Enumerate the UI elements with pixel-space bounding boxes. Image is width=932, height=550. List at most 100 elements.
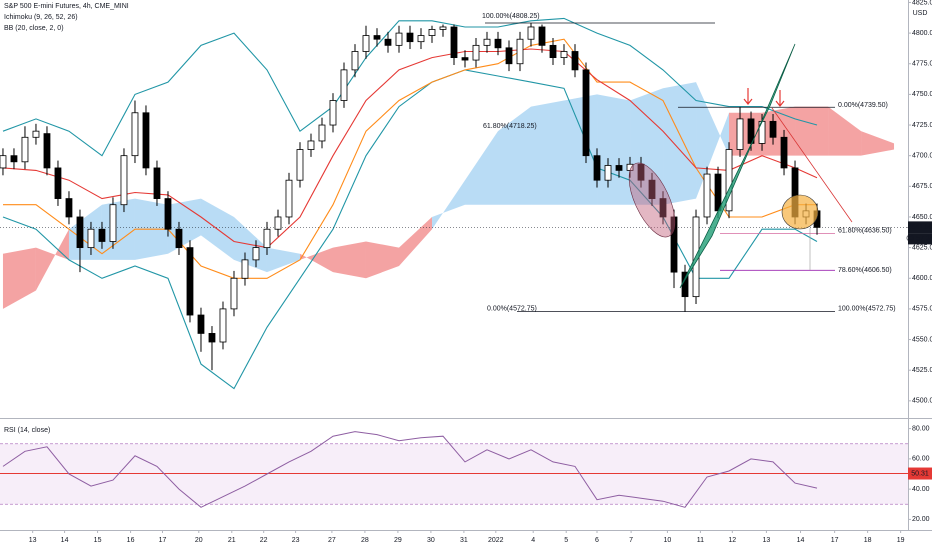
candle-body [197, 314, 205, 334]
x-tick-label: 16 [127, 537, 135, 544]
candle-body [527, 26, 535, 40]
candle-body [87, 228, 95, 249]
candle-body [780, 136, 788, 169]
cloud-segment [465, 131, 499, 205]
candle-body [560, 51, 568, 59]
candle-body [120, 155, 128, 206]
candle-body [659, 198, 667, 218]
candle-body [131, 112, 139, 157]
candle-body [21, 136, 29, 163]
drawings-back [0, 17, 908, 505]
cloud-segment [2, 247, 36, 309]
fib-label: 78.60%(4606.50) [838, 267, 892, 274]
indicator-line [3, 38, 817, 279]
candle-body [450, 26, 458, 59]
indicator-label: Ichimoku (9, 26, 52, 26) [4, 14, 78, 21]
candle-body [285, 179, 293, 218]
y-tick-label: 4725.00 [912, 122, 932, 129]
x-tick-label: 22 [260, 537, 268, 544]
x-tick-label: 20 [195, 537, 203, 544]
countdown-label: 03:57:34 [906, 236, 932, 243]
x-tick-label: 14 [797, 537, 805, 544]
indicator-label: RSI (14, close) [4, 427, 50, 434]
x-tick-label: 13 [29, 537, 37, 544]
cloud-segment [498, 106, 532, 205]
candle-body [230, 277, 238, 310]
rsi-line [2, 431, 818, 508]
labels: 4500.00 4525.00 4550.00 4575.00 4600.00 4625.… [29, 0, 932, 544]
y-tick-label: 4825.00 [912, 0, 932, 6]
candle-body [54, 167, 62, 199]
indicator-line [2, 48, 818, 249]
y-tick-label: 4625.00 [912, 244, 932, 251]
last-price-label: 4641.50 [907, 224, 932, 231]
cloud-segment [35, 229, 69, 291]
fib-label: 100.00%(4808.25) [482, 13, 540, 20]
candle-body [241, 259, 249, 279]
candle-body [153, 167, 161, 199]
candle-body [582, 69, 590, 157]
x-tick-label: 10 [664, 537, 672, 544]
cloud-segment [299, 247, 333, 273]
candle-body [417, 35, 425, 43]
x-tick-label: 31 [460, 537, 468, 544]
candle-body [637, 163, 645, 181]
candle-body [109, 204, 117, 242]
x-tick-label: 27 [328, 537, 336, 544]
y-tick-label: 40.00 [912, 486, 930, 493]
candle-body [472, 44, 480, 61]
x-tick-label: 29 [394, 537, 402, 544]
x-tick-label: 17 [831, 537, 839, 544]
cloud-segment [564, 94, 598, 205]
candle-body [384, 38, 392, 46]
cloud-segment [663, 82, 697, 205]
cloud-segment [431, 180, 466, 230]
candle-body [362, 35, 370, 52]
fib-label: 61.80%(4636.50) [838, 227, 892, 234]
x-tick-label: 18 [864, 537, 872, 544]
candle-body [329, 100, 337, 126]
candle-body [615, 165, 623, 171]
x-tick-label: 28 [361, 537, 369, 544]
rsi-level-box [908, 467, 932, 480]
candle-body [703, 173, 711, 218]
candle-body [0, 155, 7, 169]
y-tick-label: 60.00 [912, 456, 930, 463]
candle-body [307, 140, 315, 150]
cloud-segment [696, 82, 730, 199]
candle-body [186, 247, 194, 316]
fib-label: 100.00%(4572.75) [838, 306, 896, 313]
candle-body [373, 35, 381, 40]
candle-body [252, 247, 260, 261]
x-tick-label: 12 [728, 537, 736, 544]
channel-drawing [679, 43, 796, 289]
candle-body [340, 69, 348, 101]
cloud-segment [531, 100, 565, 205]
candle-body [549, 44, 557, 59]
cloud-segment [266, 247, 300, 273]
fib-label: 0.00%(4572.75) [487, 306, 537, 313]
candle-body [736, 118, 744, 150]
y-tick-label: 4800.00 [912, 30, 932, 37]
x-tick-label: 21 [228, 537, 236, 544]
x-tick-label: 13 [763, 537, 771, 544]
x-tick-label: 2022 [488, 537, 504, 544]
candle-body [219, 308, 227, 343]
x-tick-label: 17 [159, 537, 167, 544]
candle-body [538, 26, 546, 46]
candle-body [725, 149, 733, 212]
x-tick-label: 30 [427, 537, 435, 544]
candle-body [747, 118, 755, 144]
x-tick-label: 6 [595, 537, 599, 544]
arrow [743, 88, 785, 107]
trend-line [771, 107, 853, 223]
chart-title: S&P 500 E-mini Futures, 4h, CME_MINI [4, 3, 129, 10]
x-tick-label: 5 [564, 537, 568, 544]
cloud-segment [729, 112, 763, 156]
y-tick-label: 4525.00 [912, 367, 932, 374]
candle-body [604, 165, 612, 181]
y-tick-label: 4600.00 [912, 275, 932, 282]
indicator-label: BB (20, close, 2, 0) [4, 25, 64, 32]
x-tick-label: 15 [94, 537, 102, 544]
